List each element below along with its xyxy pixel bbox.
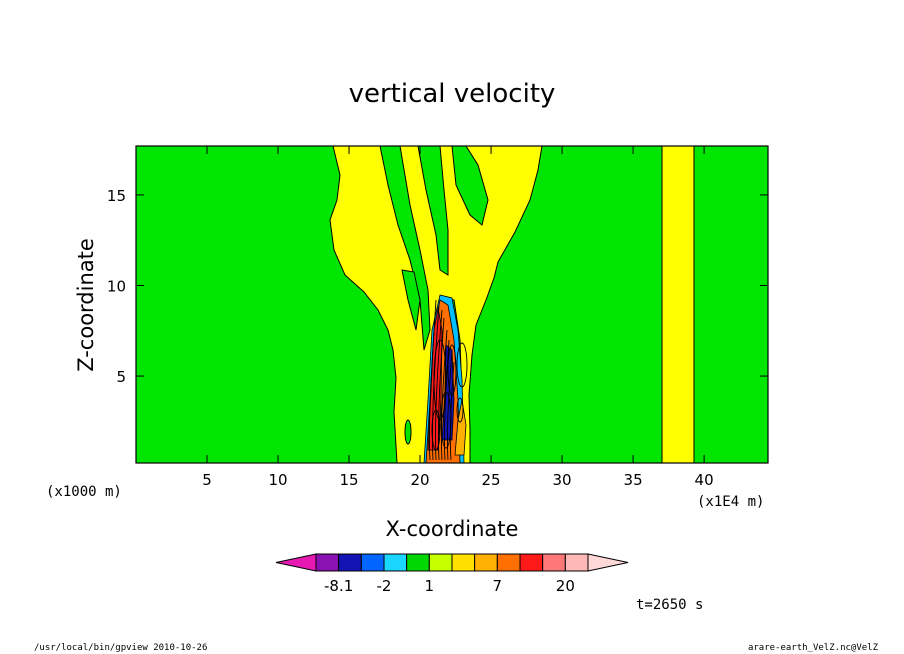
y-axis-ticks: 5 10 15 <box>107 187 768 386</box>
x-tick-label: 15 <box>339 471 358 489</box>
colorbar-label: 1 <box>425 577 435 595</box>
colorbar-label: -8.1 <box>324 577 353 595</box>
colorbar-swatch <box>564 553 589 572</box>
colorbar-swatch <box>474 553 498 572</box>
colorbar-label: 20 <box>556 577 575 595</box>
chart-title: vertical velocity <box>349 79 556 109</box>
colorbar-swatch <box>406 553 430 572</box>
colorbar-arrow-left <box>275 553 317 572</box>
colorbar-arrow-right <box>587 553 629 572</box>
colorbar-swatch <box>315 553 340 572</box>
x-tick-label: 20 <box>410 471 429 489</box>
x-factor-label: (x1E4 m) <box>697 494 764 510</box>
colorbar: -8.1 -2 1 7 20 <box>275 553 629 595</box>
colorbar-swatch <box>338 553 362 572</box>
plume-inner-green-center <box>417 146 449 276</box>
plot-area <box>136 146 768 463</box>
x-tick-label: 10 <box>268 471 287 489</box>
y-tick-label: 5 <box>116 368 126 386</box>
colorbar-swatch <box>428 553 453 572</box>
colorbar-label: 7 <box>493 577 503 595</box>
colorbar-swatch <box>451 553 476 572</box>
plume-inner-green-left <box>379 146 431 351</box>
x-unit-label: (x1000 m) <box>46 484 122 500</box>
x-axis-label: X-coordinate <box>386 517 519 541</box>
x-tick-label: 35 <box>624 471 643 489</box>
footer-right: arare-earth_VelZ.nc@VelZ <box>748 643 879 653</box>
colorbar-swatch <box>519 553 544 572</box>
colorbar-label: -2 <box>377 577 392 595</box>
positive-band-right <box>661 146 695 463</box>
plume-inner-green-right <box>451 146 489 226</box>
colorbar-swatch <box>496 553 521 572</box>
footer-left: /usr/local/bin/gpview 2010-10-26 <box>34 643 207 653</box>
plot-frame <box>135 145 769 464</box>
x-tick-label: 30 <box>553 471 572 489</box>
x-tick-label: 40 <box>695 471 714 489</box>
x-axis-ticks: 5 10 15 20 25 30 35 40 <box>202 146 714 489</box>
x-tick-label: 25 <box>482 471 501 489</box>
x-tick-label: 5 <box>202 471 212 489</box>
colorbar-swatch <box>542 553 566 572</box>
y-axis-label: Z-coordinate <box>74 238 98 372</box>
convective-core <box>423 294 468 463</box>
plume-outer-green-left <box>401 269 421 331</box>
colorbar-swatch <box>383 553 408 572</box>
small-green-blob <box>404 419 412 445</box>
time-label: t=2650 s <box>636 597 703 613</box>
y-tick-label: 15 <box>107 187 126 205</box>
colorbar-swatch <box>360 553 385 572</box>
y-tick-label: 10 <box>107 277 126 295</box>
